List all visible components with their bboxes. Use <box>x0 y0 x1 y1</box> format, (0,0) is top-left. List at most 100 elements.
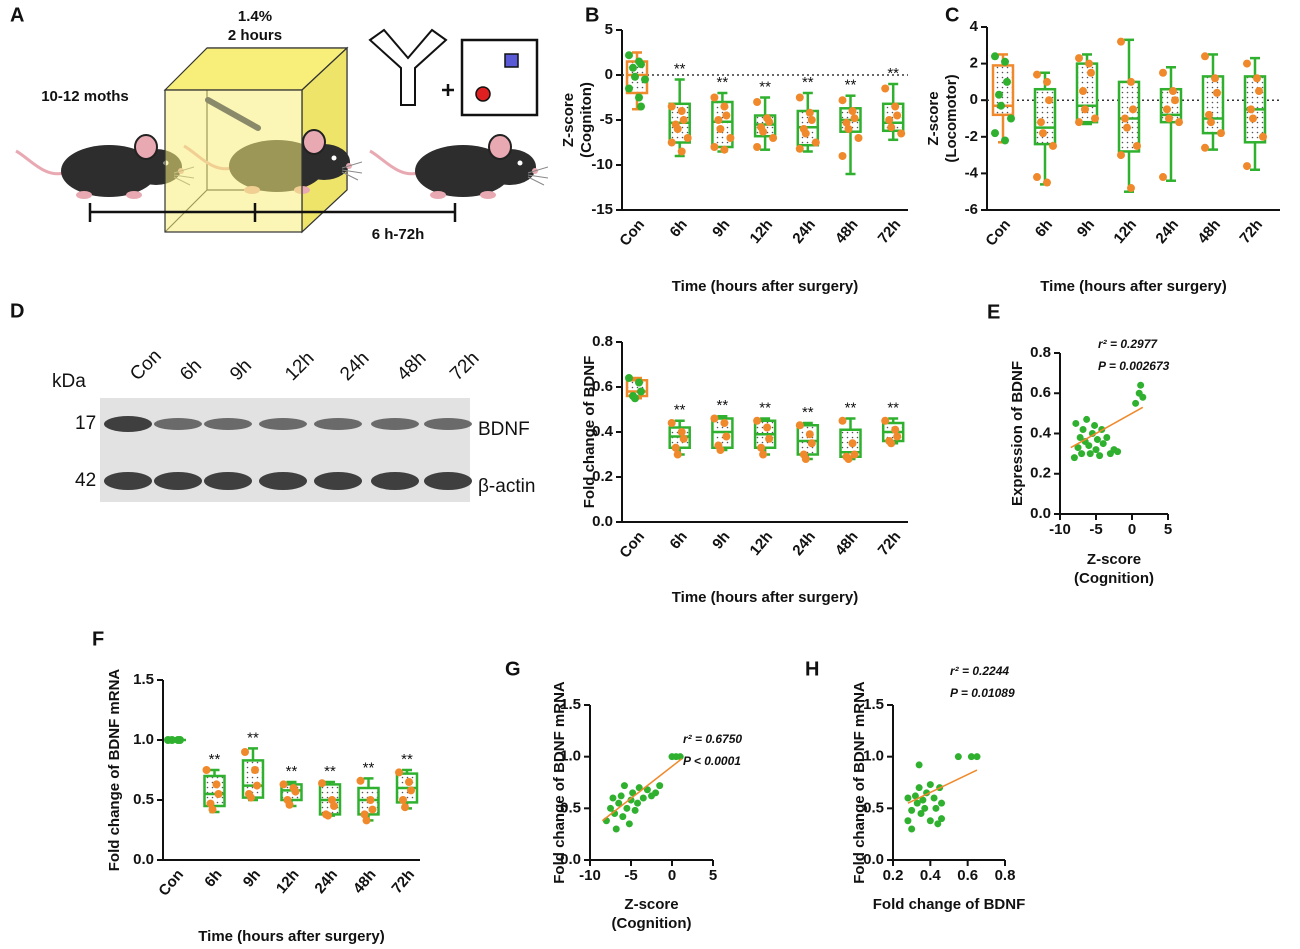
data-point <box>932 804 940 812</box>
data-point <box>838 96 847 105</box>
lane-label: 6h <box>176 355 206 385</box>
data-point <box>954 753 962 761</box>
data-point <box>1075 54 1083 63</box>
data-point <box>848 439 857 448</box>
lane-label: 24h <box>336 348 373 385</box>
x-tick-label: 5 <box>1164 521 1172 538</box>
data-point <box>842 118 851 127</box>
data-point <box>811 138 820 147</box>
x-axis-label: Time (hours after surgery) <box>198 928 384 945</box>
lane-label: 48h <box>393 348 430 385</box>
significance: ** <box>286 763 298 780</box>
data-point <box>1163 105 1171 114</box>
data-point <box>714 116 723 124</box>
data-point <box>1133 141 1141 150</box>
data-point <box>631 806 639 814</box>
data-point <box>838 416 847 425</box>
x-tick-label: -10 <box>1049 521 1071 538</box>
data-point <box>930 794 938 802</box>
data-point <box>1076 434 1084 442</box>
data-point <box>631 394 639 403</box>
data-point <box>637 387 645 396</box>
schematic: A 10-12 moths 1.4% 2 hours 6 h-72h <box>10 4 548 243</box>
data-point <box>641 75 649 84</box>
significance: ** <box>845 399 857 416</box>
data-point <box>763 423 772 432</box>
row-name: BDNF <box>478 419 530 440</box>
data-point <box>671 443 680 452</box>
data-point <box>904 817 912 825</box>
row-name: β-actin <box>478 476 535 497</box>
lane-label: 72h <box>446 348 483 385</box>
data-point <box>676 753 684 761</box>
data-point <box>850 450 859 459</box>
data-point <box>1127 77 1135 86</box>
data-point <box>1096 452 1104 460</box>
data-point <box>366 796 375 804</box>
x-tick-label: 0 <box>1128 521 1136 538</box>
blot-band <box>259 472 307 490</box>
significance: ** <box>363 759 375 776</box>
data-point <box>801 129 810 138</box>
data-point <box>318 779 326 788</box>
data-point <box>612 825 620 833</box>
data-point <box>1139 393 1147 401</box>
x-tick-label: 24h <box>789 528 819 559</box>
y-axis-label: Z-score <box>925 91 942 145</box>
data-point <box>1091 421 1099 429</box>
data-point <box>1091 114 1099 123</box>
x-tick-label: 5 <box>709 867 717 884</box>
data-point <box>1093 436 1101 444</box>
x-tick-label: 6h <box>1032 216 1056 240</box>
blot-band <box>371 418 419 430</box>
box <box>991 64 1015 117</box>
y-tick-label: 1.5 <box>560 696 581 713</box>
data-point <box>241 748 249 756</box>
data-point <box>926 817 934 825</box>
data-point <box>807 116 816 124</box>
data-point <box>967 753 975 761</box>
data-point <box>710 414 719 423</box>
significance: ** <box>717 397 729 414</box>
data-point <box>908 806 916 814</box>
trend-line <box>601 758 683 822</box>
data-point <box>1043 178 1051 187</box>
data-point <box>1049 141 1057 150</box>
data-point <box>1129 105 1137 114</box>
significance: ** <box>324 763 336 780</box>
blot-band <box>204 472 252 490</box>
data-point <box>1045 96 1053 105</box>
y-tick-label: 5 <box>605 21 613 38</box>
data-point <box>673 125 682 133</box>
y-tick-label: 2 <box>970 55 978 72</box>
x-axis-label: Z-score <box>1087 551 1141 568</box>
data-point <box>1070 454 1078 462</box>
y-tick-label: 0.2 <box>1030 465 1051 482</box>
significance: ** <box>802 404 814 421</box>
data-point <box>753 416 762 425</box>
data-point <box>844 125 853 133</box>
data-point <box>1079 425 1087 433</box>
y-tick-label: 0.0 <box>592 513 613 530</box>
significance: ** <box>887 399 899 416</box>
y-tick-label: -4 <box>965 164 979 181</box>
data-point <box>716 446 725 454</box>
data-point <box>887 123 896 132</box>
p-value: P < 0.0001 <box>683 754 741 768</box>
data-point <box>1085 442 1093 450</box>
interval-label: 6 h-72h <box>372 226 425 243</box>
y-tick-label: 0.0 <box>133 851 154 868</box>
data-point <box>769 134 778 142</box>
y-tick-label: 0.8 <box>592 333 613 350</box>
data-point <box>885 116 894 124</box>
data-point <box>635 784 643 792</box>
data-point <box>212 780 221 789</box>
data-point <box>176 736 184 744</box>
data-point <box>623 804 631 812</box>
data-point <box>1159 68 1167 77</box>
data-point <box>405 778 413 786</box>
data-point <box>848 107 857 115</box>
p-value: P = 0.002673 <box>1098 359 1170 373</box>
data-point <box>1078 450 1086 458</box>
